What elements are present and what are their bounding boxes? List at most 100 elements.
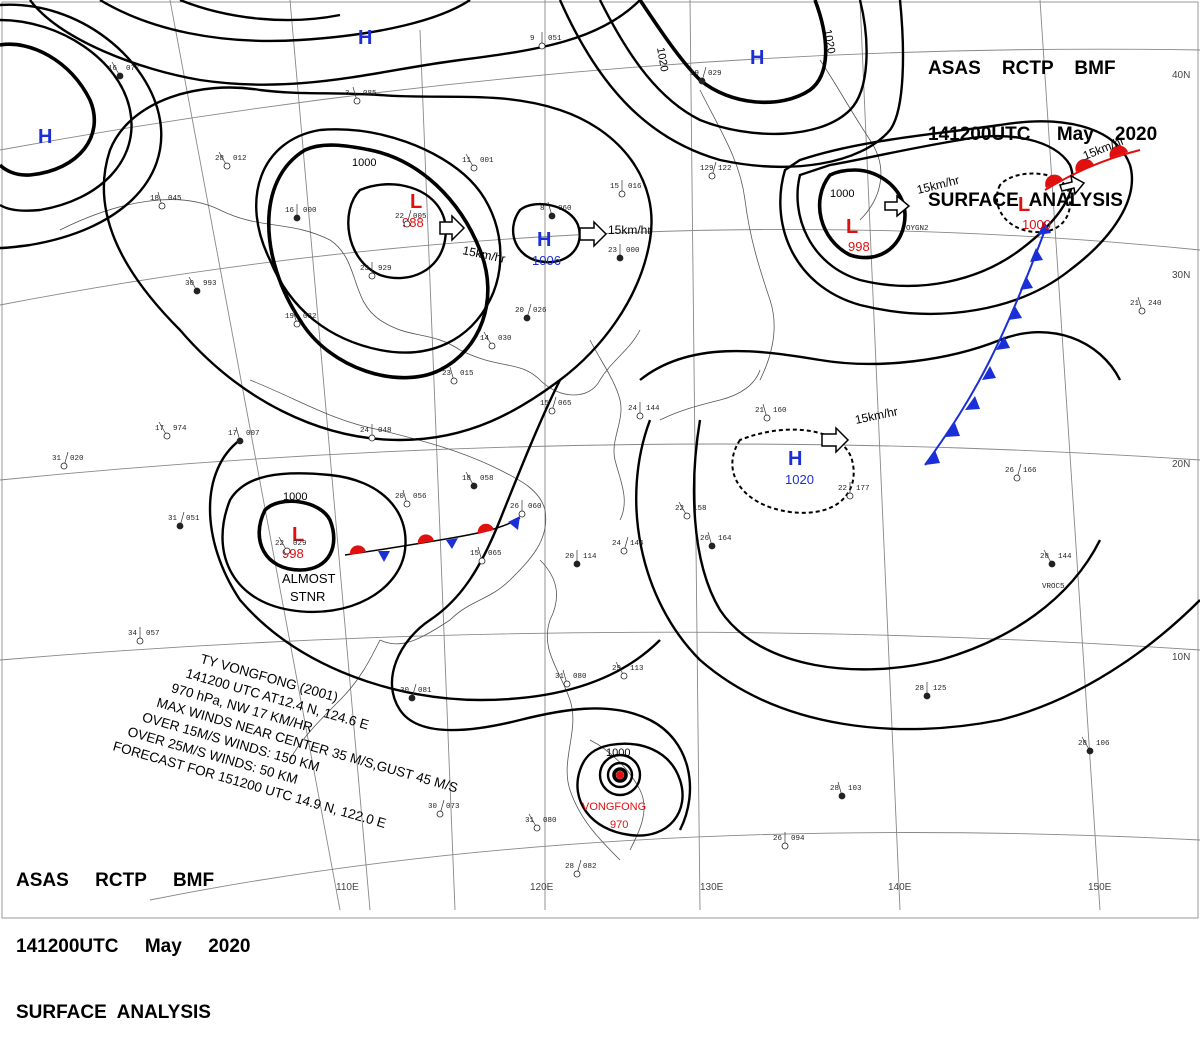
typhoon-symbol: VONGFONG 970 [582,771,646,831]
station-pressure: 240 [1148,300,1162,308]
station-pressure: 081 [418,687,432,695]
latitude-lines [0,48,1200,901]
station-temperature: 15 [610,183,620,191]
station-plot: 22 029 [275,536,307,555]
header-agency: ASAS RCTP BMF [928,58,1116,79]
station-temperature: 15 [470,550,480,558]
station-plot: 31 080 [555,669,587,688]
station-plot: 28 106 [1078,736,1110,755]
low-center-pressure: 1000 [1022,217,1051,232]
lat-label-10n: 10N [1172,652,1190,663]
station-pressure: 005 [413,213,427,221]
station-pressure: 166 [1023,467,1037,475]
station-circle-icon [533,824,541,832]
movement-speed-label: 15km/hr [608,223,651,237]
header-time: 141200UTC May 2020 [16,936,251,957]
station-pressure: 015 [460,370,474,378]
station-temperature: 26 [510,503,520,511]
header-time: 141200UTC May 2020 [928,124,1158,145]
station-temperature: 28 [215,155,224,163]
station-pressure: 007 [246,430,260,438]
station-circle-icon [923,692,931,700]
station-circle-icon [193,287,201,295]
station-temperature: 16 [108,65,118,73]
station-circle-icon [763,414,771,422]
station-pressure: 094 [791,835,805,843]
station-circle-icon [523,314,531,322]
header-title: SURFACE ANALYSIS [928,190,1123,211]
ship-id: OYGN2 [906,225,929,233]
station-plot: 31 051 [168,511,200,530]
station-plot: 28 103 [830,781,862,800]
typhoon-info: TY VONGFONG (2001) 141200 UTC AT12.4 N, … [111,651,459,831]
station-temperature: 24 [628,405,638,413]
station-pressure: 065 [558,400,572,408]
station-temperature: 28 [1040,553,1049,561]
station-temperature: 21 [755,407,765,415]
station-plot: 23 929 [360,262,392,280]
station-pressure: 051 [548,35,562,43]
movement-arrow-icon [1059,174,1086,196]
station-temperature: 20 [565,553,575,561]
isobar-label: 1000 [283,491,307,503]
station-plot: 29 113 [612,661,644,680]
station-plot: 22 158 [675,501,707,520]
station-pressure: 016 [628,183,642,191]
low-center-marker: L [846,216,858,238]
warm-front-east [1044,145,1141,191]
station-temperature: 26 [1005,467,1015,475]
station-temperature: 34 [128,630,138,638]
ship-id: VROC5 [1042,583,1065,591]
station-plot: 30 081 [400,683,432,702]
station-circle-icon [708,542,716,550]
coastlines [59,59,882,861]
station-plot: 19 029 [690,66,722,85]
station-circle-icon [353,97,361,105]
station-plots: 16 077 3 085 9 051 19 029 28 012 18 045 16 000 22 005 11… [52,32,1162,878]
station-temperature: 129 [700,165,714,173]
station-pressure: 001 [480,157,494,165]
station-plot: 11 001 [462,153,494,172]
station-plot: 14 030 [480,331,512,350]
isobars [0,0,1200,837]
station-circle-icon [403,220,411,228]
station-circle-icon [563,680,571,688]
station-circle-icon [518,510,526,518]
station-plot: 22 005 [395,209,427,228]
station-circle-icon [478,557,486,565]
station-circle-icon [548,212,556,220]
station-pressure: 164 [718,535,732,543]
station-plot: 26 166 [1005,463,1037,482]
station-circle-icon [293,320,301,328]
station-plot: 28 012 [215,151,247,170]
station-plot: 16 000 [285,204,317,222]
low-center-marker: L [292,524,304,546]
station-plot: 28 125 [915,682,947,700]
lat-label-20n: 20N [1172,459,1190,470]
station-plot: 28 144 [1040,549,1072,568]
station-circle-icon [60,462,68,470]
station-temperature: 19 [690,70,699,78]
station-temperature: 26 [773,835,783,843]
station-pressure: 045 [168,195,182,203]
station-pressure: 929 [378,265,392,273]
station-plot: 34 057 [128,627,160,645]
station-temperature: 15 [540,400,550,408]
movement-arrow-icon [884,194,911,218]
isobar-label: 1020 [654,46,670,72]
station-temperature: 17 [155,425,164,433]
station-plot: 15 065 [540,396,572,415]
station-circle-icon [838,792,846,800]
station-plot: 17 974 [155,421,187,440]
station-circle-icon [620,547,628,555]
station-temperature: 29 [612,665,621,673]
station-pressure: 060 [558,205,572,213]
station-pressure: 080 [573,673,587,681]
cold-front-east [924,221,1051,466]
station-circle-icon [136,637,144,645]
station-pressure: 029 [708,70,722,78]
station-pressure: 144 [630,540,644,548]
station-plot: 23 015 [442,366,474,385]
station-pressure: 000 [626,247,640,255]
typhoon-center-icon [616,771,624,779]
